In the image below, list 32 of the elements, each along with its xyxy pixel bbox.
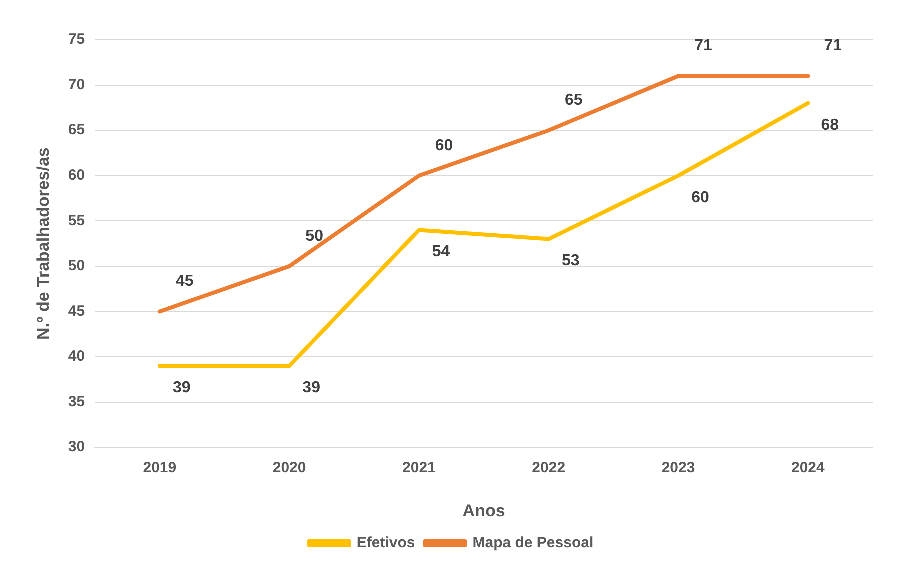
data-label: 60 [435, 137, 454, 154]
x-tick-label: 2024 [791, 460, 826, 477]
data-label: 71 [824, 38, 842, 55]
data-label: 54 [432, 244, 450, 261]
data-label: 39 [302, 379, 321, 396]
legend-label: Efetivos [356, 534, 416, 552]
y-tick-label: 40 [68, 348, 86, 366]
x-tick-label: 2021 [402, 460, 436, 477]
y-tick-label: 50 [68, 258, 86, 275]
x-axis-title: Anos [462, 501, 506, 520]
y-tick-label: 70 [68, 76, 86, 94]
data-label: 53 [562, 252, 580, 270]
data-label: 50 [306, 228, 324, 245]
y-tick-label: 75 [68, 31, 86, 48]
x-tick-label: 2020 [272, 460, 306, 477]
y-tick-label: 60 [68, 167, 86, 184]
data-label: 45 [176, 273, 194, 290]
data-label: 60 [692, 189, 710, 206]
x-tick-label: 2019 [143, 460, 177, 477]
y-tick-label: 65 [68, 122, 86, 139]
data-label: 71 [694, 38, 713, 55]
y-tick-label: 55 [68, 212, 86, 230]
y-tick-label: 30 [68, 438, 86, 456]
y-tick-label: 45 [68, 302, 86, 320]
x-tick-label: 2023 [662, 460, 696, 477]
data-label: 65 [564, 92, 583, 109]
legend-label: Mapa de Pessoal [472, 534, 594, 552]
data-label: 39 [173, 379, 191, 396]
x-tick-label: 2022 [532, 460, 566, 477]
y-axis-title: N.º de Trabalhadores/as [34, 148, 53, 340]
data-label: 68 [821, 116, 840, 134]
y-tick-label: 35 [68, 393, 86, 410]
